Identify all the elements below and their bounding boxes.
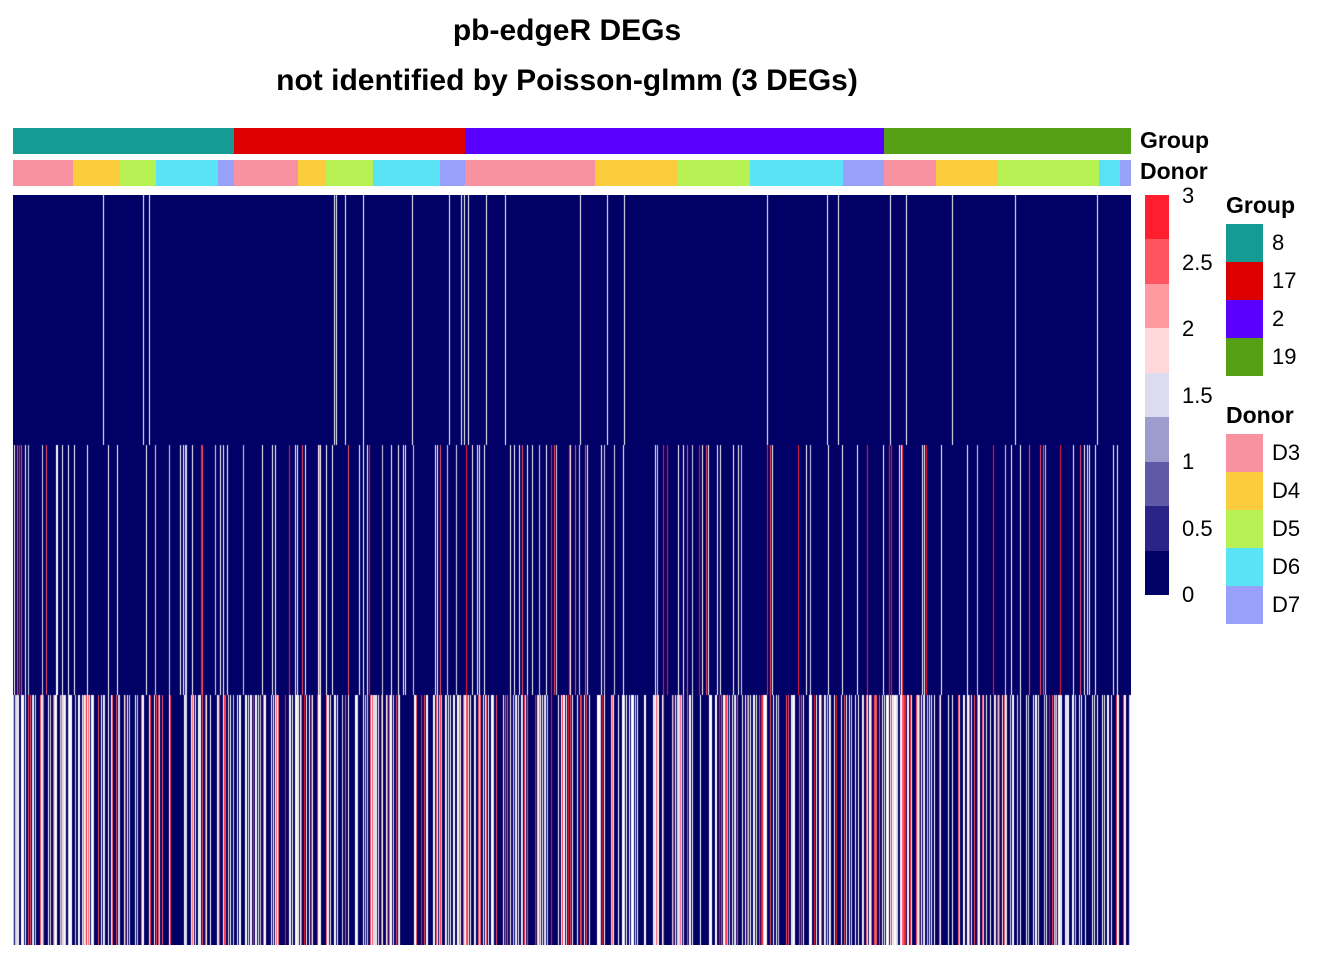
- donor-segment-d3: [883, 160, 937, 186]
- group-annotation-label: Group: [1140, 127, 1209, 153]
- group-legend-swatch: [1226, 262, 1263, 300]
- donor-segment-d5: [997, 160, 1100, 186]
- donor-legend-swatch: [1226, 510, 1263, 548]
- donor-annotation-label: Donor: [1140, 158, 1208, 184]
- donor-segment-d3: [464, 160, 596, 186]
- group-legend-label: 8: [1272, 230, 1285, 255]
- group-segment-19: [883, 128, 1131, 154]
- donor-legend-label: D3: [1272, 440, 1301, 465]
- group-legend-swatch: [1226, 338, 1263, 376]
- donor-legend-swatch: [1226, 434, 1263, 472]
- donor-segment-d4: [595, 160, 678, 186]
- group-annotation-bar: [13, 128, 1131, 154]
- donor-legend-swatch: [1226, 472, 1263, 510]
- colorbar-step: [1145, 372, 1169, 418]
- colorbar-step: [1145, 550, 1169, 596]
- colorbar-tick-label: 1: [1182, 449, 1195, 474]
- donor-segment-d7: [217, 160, 235, 186]
- donor-segment-d4: [936, 160, 999, 186]
- colorbar-step: [1145, 461, 1169, 507]
- chart-title-line2: not identified by Poisson-glmm (3 DEGs): [276, 64, 858, 97]
- donor-legend-label: D4: [1272, 478, 1301, 503]
- colorbar-tick-label: 1.5: [1182, 382, 1213, 408]
- donor-segment-d6: [749, 160, 844, 186]
- colorbar-tick-label: 3: [1182, 183, 1195, 208]
- group-legend-swatch: [1226, 224, 1263, 262]
- donor-segment-d7: [842, 160, 885, 186]
- legend-group-title: Group: [1226, 192, 1295, 218]
- colorbar-tick-label: 2: [1182, 316, 1195, 341]
- donor-segment-d3: [234, 160, 299, 186]
- group-legend-label: 17: [1272, 268, 1297, 293]
- donor-segment-d6: [1098, 160, 1121, 186]
- colorbar-step: [1145, 239, 1169, 285]
- donor-legend-label: D6: [1272, 554, 1301, 579]
- group-segment-17: [234, 128, 466, 154]
- heatmap-body: [13, 195, 1131, 945]
- donor-segment-d5: [677, 160, 751, 186]
- donor-segment-d5: [120, 160, 157, 186]
- colorbar-tick-label: 0.5: [1182, 515, 1213, 541]
- donor-annotation-bar: [13, 160, 1131, 186]
- legend-donor-title: Donor: [1226, 402, 1294, 428]
- group-segment-2: [464, 128, 885, 154]
- group-legend-label: 2: [1272, 306, 1285, 331]
- colorbar-step: [1145, 506, 1169, 552]
- colorbar-step: [1145, 195, 1169, 240]
- donor-segment-d6: [372, 160, 441, 186]
- group-segment-8: [13, 128, 235, 154]
- colorbar: [1145, 195, 1169, 596]
- chart-title-line1: pb-edgeR DEGs: [452, 14, 682, 47]
- colorbar-step: [1145, 328, 1169, 374]
- group-legend-swatch: [1226, 300, 1263, 338]
- colorbar-tick-label: 0: [1182, 582, 1195, 607]
- donor-segment-d3: [13, 160, 74, 186]
- colorbar-tick-label: 2.5: [1182, 249, 1213, 275]
- donor-segment-d4: [73, 160, 121, 186]
- donor-legend-swatch: [1226, 548, 1263, 586]
- donor-legend-swatch: [1226, 586, 1263, 624]
- donor-legend-label: D7: [1272, 592, 1301, 617]
- donor-segment-d6: [156, 160, 219, 186]
- donor-segment-d7: [440, 160, 466, 186]
- group-legend-label: 19: [1272, 344, 1297, 369]
- donor-segment-d4: [298, 160, 327, 186]
- donor-segment-d7: [1119, 160, 1131, 186]
- donor-legend-label: D5: [1272, 516, 1301, 541]
- donor-segment-d5: [326, 160, 374, 186]
- colorbar-step: [1145, 417, 1169, 463]
- colorbar-step: [1145, 283, 1169, 329]
